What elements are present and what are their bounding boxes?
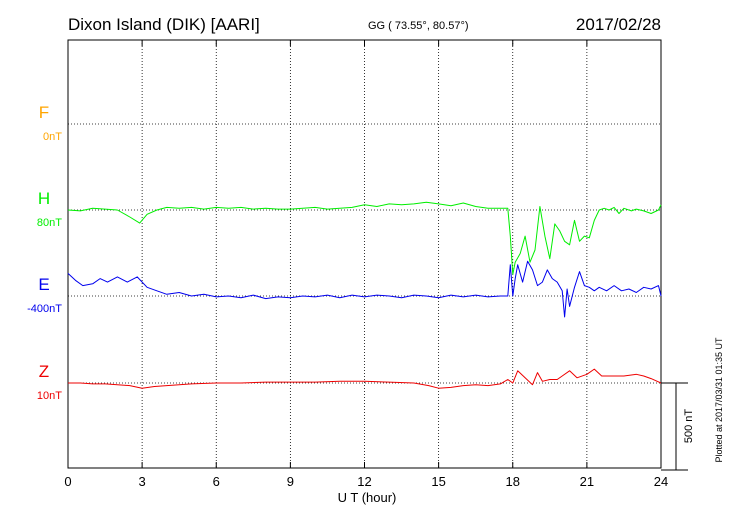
x-axis-ticks: 0 3 6 9 12 15 18 21 24 xyxy=(64,40,668,489)
x-tick-label: 24 xyxy=(654,474,668,489)
x-tick-label: 12 xyxy=(357,474,371,489)
channel-baseline-e: -400nT xyxy=(27,303,62,315)
data-traces xyxy=(67,201,662,389)
scale-bar: 500 nT xyxy=(661,382,695,471)
series-line-h xyxy=(67,201,662,275)
x-tick-label: 15 xyxy=(431,474,445,489)
channel-baseline-z: 10nT xyxy=(37,390,62,402)
x-tick-label: 3 xyxy=(139,474,146,489)
x-tick-label: 6 xyxy=(213,474,220,489)
x-tick-label: 18 xyxy=(506,474,520,489)
coordinates-label: GG ( 73.55°, 80.57°) xyxy=(368,20,469,32)
channel-name-h: H xyxy=(38,189,50,208)
x-tick-label: 9 xyxy=(287,474,294,489)
x-tick-label: 21 xyxy=(580,474,594,489)
channel-baseline-f: 0nT xyxy=(43,131,62,143)
channel-name-f: F xyxy=(39,103,49,122)
x-axis-label: U T (hour) xyxy=(338,490,397,505)
plotted-timestamp: Plotted at 2017/03/31 01:35 UT xyxy=(714,337,724,463)
channel-name-e: E xyxy=(38,275,49,294)
scale-bar-label: 500 nT xyxy=(683,409,695,444)
station-title: Dixon Island (DIK) [AARI] xyxy=(68,15,260,34)
series-line-e xyxy=(67,260,662,318)
channel-baseline-h: 80nT xyxy=(37,217,62,229)
x-tick-label: 0 xyxy=(64,474,71,489)
series-line-z xyxy=(68,368,662,389)
channel-name-z: Z xyxy=(39,362,49,381)
date-label: 2017/02/28 xyxy=(576,15,661,34)
grid-lines xyxy=(68,40,661,468)
channel-labels: F 0nT H 80nT E -400nT Z 10nT xyxy=(27,103,62,402)
